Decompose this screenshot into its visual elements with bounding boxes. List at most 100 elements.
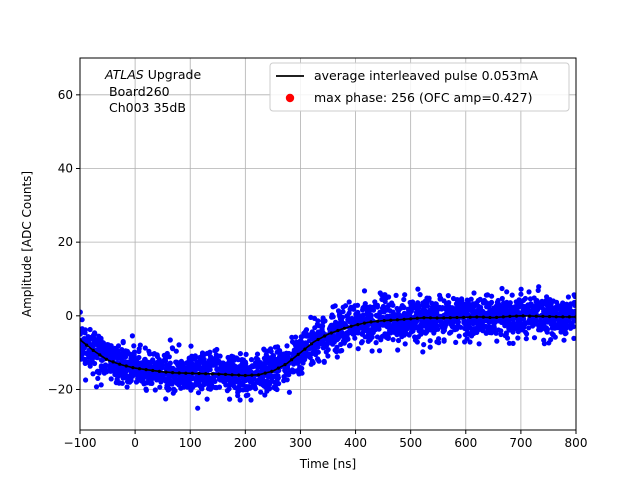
scatter-point (315, 349, 321, 355)
scatter-point (541, 341, 548, 347)
scatter-point (360, 324, 366, 330)
scatter-point (547, 310, 553, 316)
scatter-point (261, 364, 267, 370)
average-pulse-point (290, 358, 294, 362)
scatter-point (517, 318, 523, 324)
scatter-point (216, 384, 223, 390)
scatter-point (87, 326, 93, 333)
scatter-point (335, 331, 342, 337)
scatter-point (431, 330, 437, 336)
scatter-point (245, 392, 251, 398)
x-tick-label: 800 (565, 436, 588, 450)
scatter-point (382, 292, 388, 298)
scatter-point (252, 386, 259, 392)
scatter-point (433, 301, 439, 307)
scatter-point (167, 337, 173, 343)
annotation-experiment: ATLAS (104, 67, 144, 82)
scatter-point (415, 286, 421, 292)
scatter-point (560, 300, 566, 306)
scatter-point (140, 377, 146, 383)
scatter-point (214, 346, 220, 353)
scatter-point (506, 340, 512, 346)
scatter-point (254, 351, 261, 357)
average-pulse-point (309, 342, 314, 346)
scatter-point (80, 317, 85, 323)
average-pulse-point (488, 315, 492, 320)
scatter-point (243, 351, 249, 357)
average-pulse-point (137, 367, 142, 371)
scatter-point (563, 309, 570, 315)
scatter-point (235, 389, 241, 395)
scatter-point (165, 387, 171, 393)
scatter-point (568, 325, 574, 331)
average-pulse-point (362, 321, 366, 325)
scatter-point (157, 384, 163, 390)
scatter-point (225, 354, 231, 361)
y-tick-label: −20 (48, 382, 73, 396)
scatter-point (169, 345, 175, 351)
scatter-point (503, 322, 509, 328)
scatter-point (226, 377, 232, 384)
scatter-point (572, 293, 576, 300)
scatter-point (99, 357, 105, 363)
x-tick-label: 500 (399, 436, 422, 450)
scatter-point (468, 296, 474, 302)
scatter-point (275, 375, 281, 381)
scatter-point (561, 337, 567, 343)
scatter-point (91, 335, 97, 341)
scatter-point (434, 339, 440, 345)
scatter-point (563, 325, 569, 332)
scatter-point (531, 295, 537, 301)
scatter-point (376, 348, 383, 354)
scatter-point (441, 337, 447, 343)
scatter-point (224, 388, 230, 394)
scatter-point (260, 382, 266, 388)
scatter-point (499, 295, 505, 302)
scatter-point (104, 349, 111, 355)
scatter-point (189, 361, 195, 367)
scatter-point (274, 349, 280, 355)
average-pulse-point (118, 362, 122, 366)
scatter-point (237, 397, 243, 403)
scatter-point (361, 288, 368, 294)
scatter-point (422, 312, 428, 318)
average-pulse-point (382, 319, 386, 323)
scatter-point (138, 362, 144, 368)
annotation-upgrade: Upgrade (144, 67, 202, 82)
average-pulse-point (171, 371, 175, 375)
scatter-point (158, 379, 164, 385)
scatter-point (122, 368, 128, 374)
scatter-point (509, 292, 515, 298)
scatter-point (241, 364, 247, 371)
scatter-point (85, 335, 91, 341)
scatter-point (205, 378, 212, 384)
scatter-point (355, 326, 362, 332)
scatter-point (429, 300, 435, 306)
scatter-point (237, 351, 243, 357)
scatter-point (454, 302, 460, 308)
scatter-point (210, 362, 216, 368)
average-pulse-point (144, 368, 148, 372)
average-pulse-point (131, 366, 135, 370)
average-pulse-point (376, 319, 380, 323)
scatter-point (116, 380, 122, 386)
scatter-point (479, 323, 485, 329)
scatter-point (270, 353, 276, 359)
scatter-point (491, 324, 497, 331)
scatter-point (358, 340, 365, 346)
scatter-point (312, 325, 318, 331)
scatter-point (178, 385, 184, 391)
scatter-point (290, 369, 296, 375)
scatter-point (147, 371, 153, 377)
scatter-point (183, 365, 189, 371)
scatter-point (377, 309, 383, 315)
average-pulse-point (111, 360, 115, 364)
scatter-point (284, 343, 290, 349)
scatter-point (153, 364, 159, 371)
scatter-point (373, 326, 379, 332)
average-pulse-point (462, 315, 466, 319)
scatter-point (143, 386, 149, 392)
scatter-point (248, 397, 254, 403)
scatter-point (445, 309, 451, 315)
